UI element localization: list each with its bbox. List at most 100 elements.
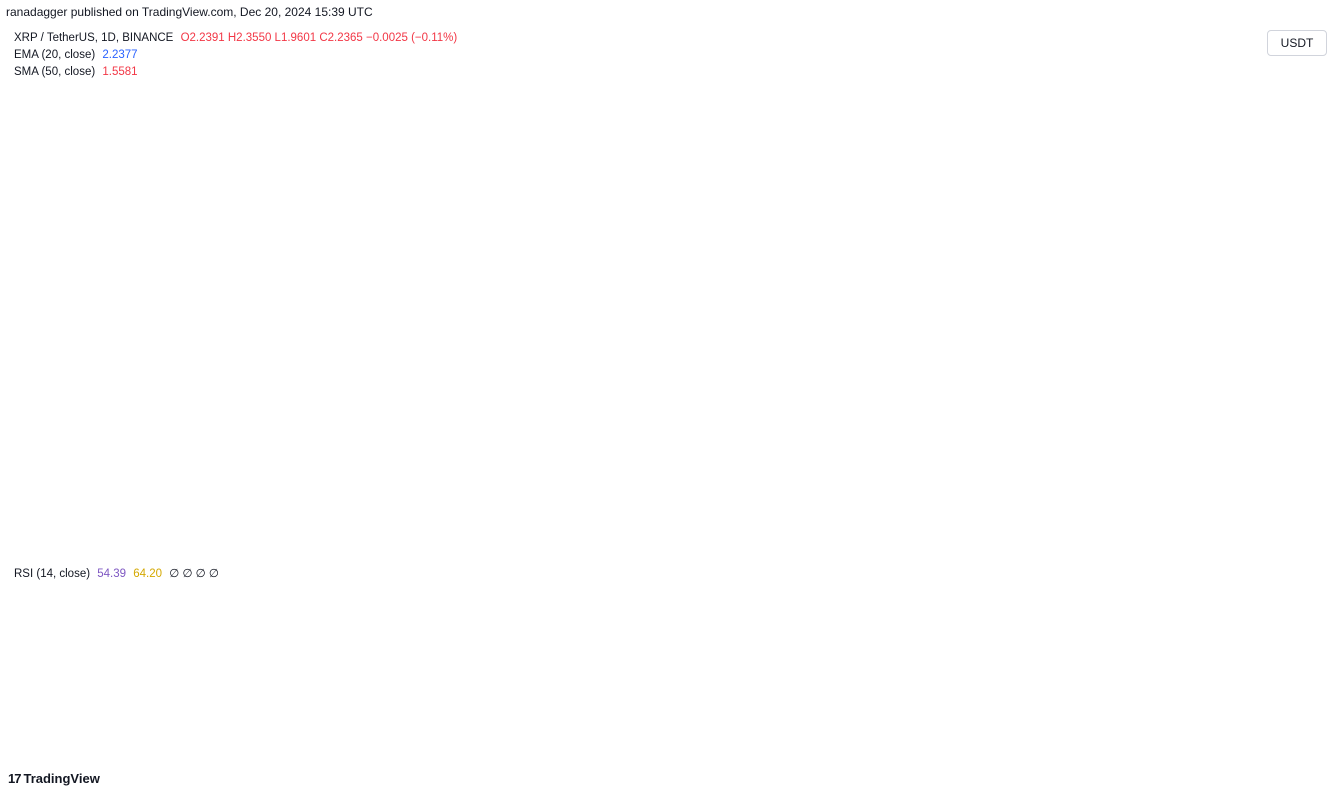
lightning-icon [1146, 539, 1152, 551]
candle-body [985, 410, 988, 420]
sma-label: SMA (50, close) [14, 66, 96, 78]
rsi-ma-line [0, 602, 1143, 691]
candle-body [385, 519, 388, 521]
symbol-legend[interactable]: XRP / TetherUS, 1D, BINANCE O2.2391 H2.3… [14, 32, 457, 44]
candle-body [691, 494, 695, 498]
sma50-line [0, 300, 1144, 518]
candle-body [451, 495, 455, 498]
candle-body [620, 492, 624, 494]
candle-body [940, 488, 944, 496]
candle-body [96, 508, 100, 510]
rsi-tick-label: 40.00 [1270, 693, 1298, 705]
candle-body [665, 499, 668, 501]
candle-body [198, 504, 202, 507]
candle-body [127, 503, 131, 506]
candle-body [625, 492, 628, 497]
candle-body [953, 470, 957, 479]
candle-body [243, 506, 246, 508]
candle-body [225, 507, 229, 509]
time-tick-label: Sep [643, 743, 663, 755]
ema-legend[interactable]: EMA (20, close) 2.2377 [14, 49, 138, 61]
price-tick-label: 2.4000 [1270, 129, 1304, 141]
candle-body [491, 491, 495, 494]
currency-button[interactable]: USDT [1267, 30, 1327, 56]
candle-body [291, 509, 295, 511]
candle-body [487, 493, 491, 495]
candle-body [522, 500, 526, 504]
candle-body [900, 509, 904, 511]
fib-trend-line [897, 32, 1023, 357]
candle-body [474, 490, 477, 492]
candle-body [123, 505, 126, 507]
candle-body [247, 506, 251, 508]
rsi-tick-label: 60.00 [1270, 653, 1298, 665]
candle-body [43, 505, 46, 509]
candle-body [878, 503, 882, 505]
candle-body [69, 500, 73, 503]
candle-body [282, 510, 286, 513]
fib-zone [897, 32, 1023, 110]
candle-body [3, 486, 6, 492]
candle-body [585, 490, 588, 492]
candle-body [478, 490, 482, 494]
candle-body [660, 500, 664, 502]
price-tick-label: 1.2000 [1270, 367, 1304, 379]
candle-body [1060, 114, 1064, 116]
candle-body [331, 514, 335, 516]
time-tick-label: Dec [1048, 743, 1068, 755]
candle-body [91, 505, 95, 509]
fib-level-label: 0 (2.9100) [839, 28, 889, 40]
candle-body [936, 495, 940, 504]
rsi-tick-label: 80.00 [1270, 614, 1298, 626]
candle-body [358, 516, 362, 518]
candle-body [1033, 266, 1037, 292]
candle-body [1007, 361, 1011, 371]
price-tick-label: 2.6000 [1270, 89, 1304, 101]
sma-value: 1.5581 [102, 66, 138, 78]
candle-body [1029, 291, 1033, 324]
candle-body [776, 501, 780, 504]
ema-badge [1264, 158, 1328, 175]
price-tick-label: 2.2000 [1270, 169, 1304, 181]
candle-body [1127, 135, 1131, 148]
candle-body [158, 505, 162, 508]
rsi-band [0, 638, 1262, 718]
candle-body [300, 510, 304, 512]
rsi-legend[interactable]: RSI (14, close) 54.39 64.20 ∅ ∅ ∅ ∅ [14, 566, 219, 580]
candle-body [567, 493, 571, 495]
candle-body [7, 491, 11, 496]
candle-body [838, 501, 842, 503]
candle-body [1069, 129, 1073, 132]
candle-body [394, 521, 397, 524]
candle-body [1020, 335, 1024, 344]
sma-badge [1264, 292, 1328, 309]
fib-zone [897, 156, 1023, 195]
ohlc-readout: O2.2391 H2.3550 L1.9601 C2.2365 −0.0025 … [180, 32, 458, 44]
candle-body [762, 494, 766, 498]
candle-body [287, 509, 291, 513]
candle-body [207, 505, 211, 508]
candle-body [265, 506, 269, 509]
candle-body [145, 505, 149, 507]
sma-legend[interactable]: SMA (50, close) 1.5581 [14, 66, 138, 78]
candle-body [847, 502, 851, 504]
candle-body [816, 502, 820, 505]
candle-body [509, 496, 513, 500]
fib-level-label: 1.618 (0.2727) [818, 550, 890, 562]
candle-body [705, 494, 708, 498]
candle-body [274, 508, 277, 510]
candle-body [260, 506, 264, 508]
candle-body [651, 501, 655, 503]
rsi-ma-badge [1264, 642, 1328, 659]
candle-body [740, 489, 744, 491]
candle-body [749, 486, 753, 492]
candle-body [780, 503, 784, 505]
candle-body [29, 506, 33, 512]
candle-body [638, 497, 642, 500]
candle-body [842, 501, 846, 504]
candle-body [1016, 343, 1019, 352]
ema-badge-value: 2.2377 [1270, 161, 1305, 173]
candle-body [1011, 351, 1015, 362]
candle-body [83, 505, 86, 507]
